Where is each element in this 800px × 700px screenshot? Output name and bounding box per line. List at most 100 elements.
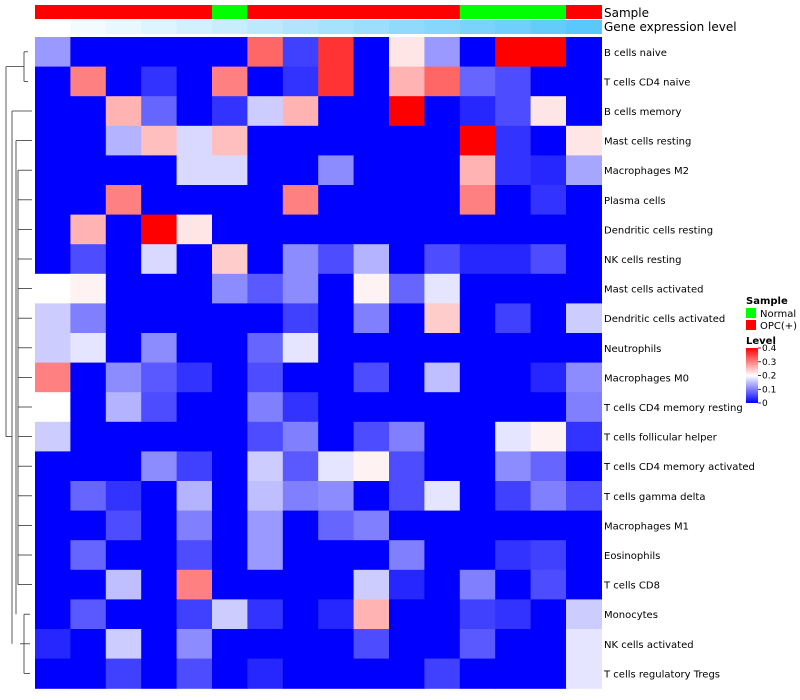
heatmap-cell <box>318 125 355 156</box>
heatmap-cell <box>566 629 602 660</box>
heatmap-cell <box>495 421 532 452</box>
heatmap-cell <box>459 66 496 97</box>
heatmap-cell <box>318 96 355 127</box>
heatmap-cell <box>105 37 142 68</box>
row-label: Monocytes <box>604 610 658 621</box>
heatmap-cell <box>459 185 496 216</box>
heatmap-cell <box>459 37 496 68</box>
heatmap-cell <box>530 66 567 97</box>
heatmap-cell <box>35 96 71 127</box>
sample-annotation-cell <box>495 5 532 19</box>
row-label: Dendritic cells activated <box>604 314 725 325</box>
heatmap-cell <box>424 125 461 156</box>
heatmap-cell <box>495 569 532 600</box>
heatmap-cell <box>141 214 178 245</box>
heatmap-cell <box>424 658 461 689</box>
heatmap-cell <box>212 96 248 127</box>
heatmap-cell <box>282 540 319 571</box>
heatmap-cell <box>105 273 142 304</box>
heatmap-cell <box>495 599 532 630</box>
heatmap-cell <box>212 629 248 660</box>
heatmap-cell <box>70 569 107 600</box>
heatmap-cell <box>176 185 213 216</box>
heatmap-cell <box>105 599 142 630</box>
heatmap-cell <box>176 658 213 689</box>
row-label: T cells CD4 naive <box>603 77 690 88</box>
legend-level: Level 0.4 0.3 0.2 0.1 0 <box>746 336 777 409</box>
heatmap-cell <box>530 214 567 245</box>
heatmap-cell <box>459 214 496 245</box>
heatmap-cell <box>318 66 355 97</box>
heatmap-cell <box>212 569 248 600</box>
gene-expression-annotation-cell <box>105 20 142 34</box>
heatmap-cell <box>35 273 71 304</box>
heatmap-cell <box>459 481 496 512</box>
heatmap-cell <box>495 37 532 68</box>
heatmap-cell <box>176 303 213 334</box>
heatmap-cell <box>353 273 390 304</box>
heatmap-cell <box>35 303 71 334</box>
heatmap-cell <box>424 303 461 334</box>
heatmap-cell <box>424 451 461 482</box>
heatmap-cell <box>247 362 284 393</box>
heatmap-cell <box>176 421 213 452</box>
heatmap-cell <box>247 333 284 364</box>
heatmap-cell <box>530 451 567 482</box>
heatmap-cell <box>212 362 248 393</box>
heatmap-cell <box>35 629 71 660</box>
sample-annotation-cell <box>566 5 602 19</box>
heatmap-cell <box>424 66 461 97</box>
heatmap-cell <box>424 540 461 571</box>
heatmap-cell <box>70 392 107 423</box>
heatmap-cell <box>459 96 496 127</box>
heatmap-cell <box>282 66 319 97</box>
heatmap-cell <box>353 599 390 630</box>
heatmap-cell <box>70 658 107 689</box>
heatmap-cell <box>282 185 319 216</box>
legend-level-tick-label: 0.4 <box>762 344 777 354</box>
heatmap-cell <box>176 481 213 512</box>
heatmap-cell <box>353 125 390 156</box>
heatmap-cell <box>282 421 319 452</box>
heatmap-cell <box>70 214 107 245</box>
heatmap-cell <box>530 96 567 127</box>
row-label: NK cells resting <box>604 255 681 266</box>
heatmap-cell <box>566 155 602 186</box>
gene-expression-annotation-cell <box>318 20 355 34</box>
heatmap-cell <box>318 569 355 600</box>
legend-level-tick-label: 0.3 <box>762 358 776 368</box>
heatmap-cell <box>105 66 142 97</box>
heatmap-cell <box>212 540 248 571</box>
sample-annotation-cell <box>141 5 178 19</box>
heatmap-cell <box>389 155 425 186</box>
sample-annotation-cell <box>424 5 461 19</box>
heatmap-cell <box>495 303 532 334</box>
heatmap-cell <box>247 421 284 452</box>
row-label: Macrophages M0 <box>604 373 689 384</box>
heatmap-cell <box>35 37 71 68</box>
row-dendrogram <box>5 51 32 674</box>
heatmap-cell <box>282 658 319 689</box>
heatmap-cell <box>247 658 284 689</box>
heatmap-cell <box>318 481 355 512</box>
heatmap-cell <box>389 125 425 156</box>
heatmap-cell <box>530 540 567 571</box>
heatmap-cell <box>247 629 284 660</box>
heatmap-cell <box>105 244 142 275</box>
heatmap-cell <box>212 599 248 630</box>
heatmap-cell <box>424 421 461 452</box>
heatmap-cell <box>35 155 71 186</box>
heatmap-cell <box>176 96 213 127</box>
heatmap-cell <box>105 451 142 482</box>
heatmap-cell <box>247 125 284 156</box>
heatmap-cell <box>389 510 425 541</box>
heatmap-cell <box>353 392 390 423</box>
heatmap-cell <box>566 214 602 245</box>
heatmap-cell <box>176 629 213 660</box>
heatmap-cell <box>247 451 284 482</box>
heatmap-cell <box>353 451 390 482</box>
heatmap-cell <box>247 569 284 600</box>
row-label: Macrophages M2 <box>604 166 689 177</box>
heatmap-cell <box>176 244 213 275</box>
